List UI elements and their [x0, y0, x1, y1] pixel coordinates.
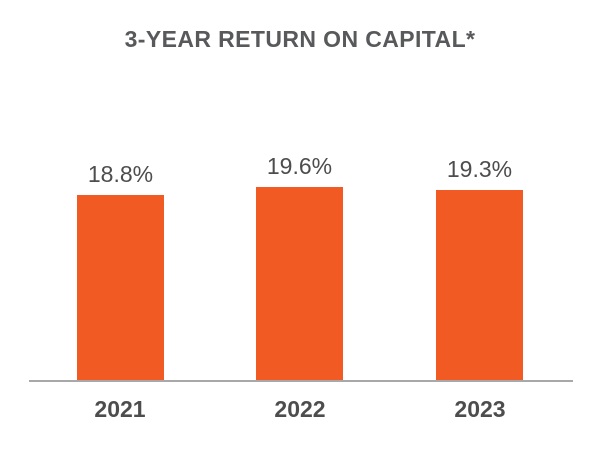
bar-2023: [436, 190, 523, 380]
x-tick-label-2021: 2021: [94, 396, 146, 422]
bar-value-label-2022: 19.6%: [266, 153, 333, 179]
bar-value-label-2023: 19.3%: [446, 156, 513, 182]
bar-group-2023: 19.3%: [436, 158, 523, 380]
bar-2021: [77, 195, 164, 380]
x-axis-line: [29, 380, 573, 382]
chart-title: 3-YEAR RETURN ON CAPITAL*: [124, 26, 476, 52]
bar-2022: [256, 187, 343, 380]
x-tick-label-2022: 2022: [274, 396, 326, 422]
bar-value-label-2021: 18.8%: [87, 161, 154, 187]
bar-group-2022: 19.6%: [256, 155, 343, 380]
x-tick-label-2023: 2023: [454, 396, 506, 422]
bar-group-2021: 18.8%: [77, 163, 164, 380]
